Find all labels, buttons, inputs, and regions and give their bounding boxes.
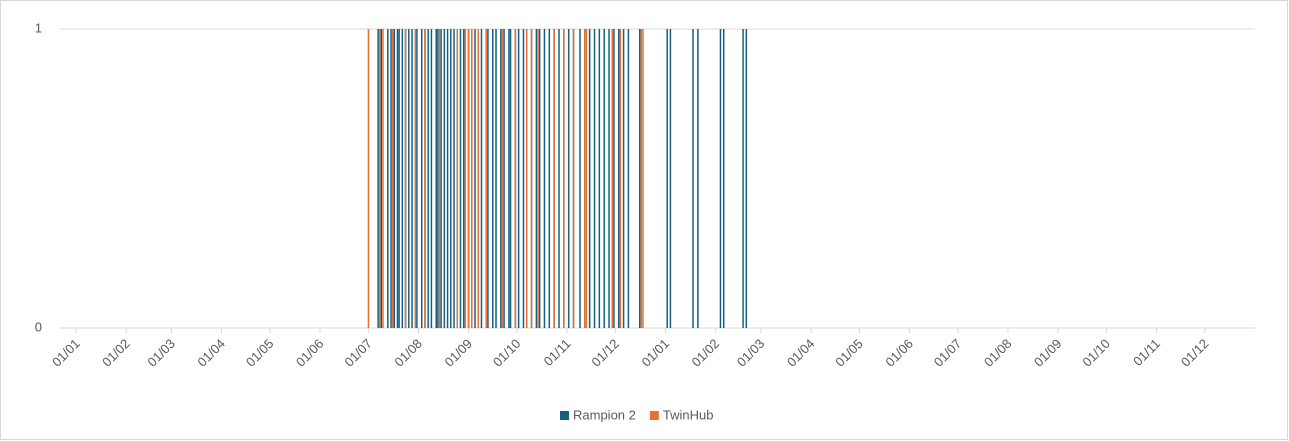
y-tick-label: 0 [35, 319, 42, 334]
legend-swatch [649, 411, 659, 420]
legend-label: Rampion 2 [573, 407, 636, 422]
legend-label: TwinHub [663, 407, 714, 422]
legend-swatch [560, 411, 569, 420]
y-tick-label: 1 [35, 20, 42, 35]
